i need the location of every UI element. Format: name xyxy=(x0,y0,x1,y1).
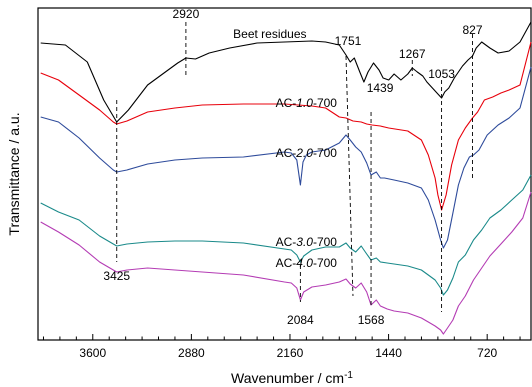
peak-label-2084: 2084 xyxy=(287,313,314,327)
series-label-1: Beet residues xyxy=(233,27,306,41)
series-label-part: 2.0 xyxy=(295,146,313,160)
series-label-part: -700 xyxy=(313,96,337,110)
series-label-part: -700 xyxy=(313,256,337,270)
series-line-1 xyxy=(40,21,532,123)
axes: 3600 2880 2160 1440 720 xyxy=(42,334,521,360)
x-tick-label: 1440 xyxy=(375,346,402,360)
series-label-part: -700 xyxy=(313,235,337,249)
series-label-3: AC-2.0-700 xyxy=(276,146,338,160)
series-label-4: AC-3.0-700 xyxy=(276,235,338,249)
peak-label-3425: 3425 xyxy=(103,269,130,283)
series-line-2 xyxy=(40,41,532,211)
x-axis-label: Wavenumber / cm-1 xyxy=(231,370,353,387)
x-tick-label: 2880 xyxy=(178,346,205,360)
series-label-part: -700 xyxy=(313,146,337,160)
series-label-part: 3.0 xyxy=(296,235,313,249)
peak-label-827: 827 xyxy=(463,23,483,37)
x-axis-label-text: Wavenumber / cm xyxy=(231,370,344,386)
x-axis-label-unit-exponent: -1 xyxy=(344,370,353,381)
series-label-part: 1.0 xyxy=(296,96,313,110)
peak-guide-1751 xyxy=(345,55,354,297)
peak-label-1053: 1053 xyxy=(428,67,455,81)
series-line-3 xyxy=(40,66,532,249)
peak-label-1267: 1267 xyxy=(399,47,426,61)
series-labels: Beet residuesAC-1.0-700AC-2.0-700AC-3.0-… xyxy=(233,27,337,270)
series-label-part: AC- xyxy=(276,256,297,270)
series-label-part: AC- xyxy=(276,146,297,160)
y-axis-label: Transmittance / a.u. xyxy=(6,112,22,235)
peak-label-1568: 1568 xyxy=(358,313,385,327)
series-label-part: Beet residues xyxy=(233,27,306,41)
series-line-4 xyxy=(40,174,532,296)
series-label-2: AC-1.0-700 xyxy=(276,96,338,110)
series-group xyxy=(40,21,532,335)
series-label-part: AC- xyxy=(276,96,297,110)
x-tick-label: 3600 xyxy=(79,346,106,360)
peak-label-2920: 2920 xyxy=(173,7,200,21)
x-tick-label: 2160 xyxy=(277,346,304,360)
peak-label-1439: 1439 xyxy=(367,81,394,95)
plot-area xyxy=(37,7,532,341)
series-line-5 xyxy=(40,191,532,335)
series-label-part: AC- xyxy=(276,235,297,249)
series-label-5: AC-4.0-700 xyxy=(276,256,338,270)
peak-label-1751: 1751 xyxy=(335,34,362,48)
x-tick-label: 720 xyxy=(477,346,497,360)
series-label-part: 4.0 xyxy=(296,256,313,270)
plot-frame xyxy=(37,7,532,341)
